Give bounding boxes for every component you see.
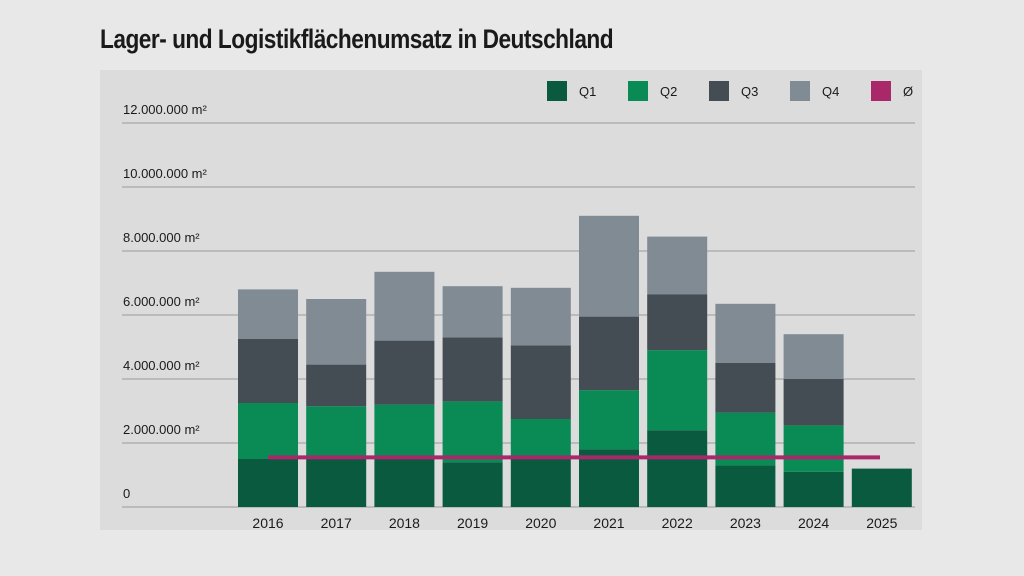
bar-segment-q3 xyxy=(715,363,776,413)
bar-segment-q3 xyxy=(510,345,571,419)
bar-segment-q4 xyxy=(306,299,367,365)
bar-segment-q4 xyxy=(783,334,844,379)
x-tick-label: 2020 xyxy=(525,515,556,530)
legend-swatch xyxy=(628,81,648,101)
bar-segment-q4 xyxy=(510,287,571,346)
x-tick-label: 2021 xyxy=(593,515,624,530)
x-tick-label: 2018 xyxy=(389,515,420,530)
y-tick-label: 10.000.000 m² xyxy=(123,166,208,181)
bar-segment-q4 xyxy=(238,289,298,339)
bar-segment-q1 xyxy=(238,459,298,507)
legend-label: Q2 xyxy=(660,84,677,99)
bar-segment-q2 xyxy=(783,425,844,472)
bar-segment-q1 xyxy=(374,455,435,507)
bar-segment-q4 xyxy=(579,215,639,317)
y-tick-label: 0 xyxy=(123,486,130,501)
legend-swatch xyxy=(547,81,567,101)
y-tick-label: 12.000.000 m² xyxy=(123,102,208,117)
bar-segment-q2 xyxy=(306,406,367,459)
bar-segment-q1 xyxy=(306,459,367,507)
bar-segment-q2 xyxy=(238,403,298,459)
x-tick-label: 2016 xyxy=(252,515,283,530)
y-tick-label: 4.000.000 m² xyxy=(123,358,200,373)
bar-segment-q1 xyxy=(851,468,912,507)
bar-segment-q2 xyxy=(510,419,571,459)
bar-segment-q3 xyxy=(783,379,844,426)
bar-segment-q3 xyxy=(374,340,435,405)
bar-segment-q2 xyxy=(579,390,639,450)
y-tick-label: 2.000.000 m² xyxy=(123,422,200,437)
bar-segment-q3 xyxy=(306,364,367,407)
bar-segment-q4 xyxy=(374,271,435,341)
stacked-bar-chart: 0 2.000.000 m² 4.000.000 m² 6.000.000 m² 8.0… xyxy=(122,81,915,530)
bar-segment-q2 xyxy=(374,404,435,456)
legend-label: Q4 xyxy=(822,84,839,99)
chart-title: Lager- und Logistikflächenumsatz in Deut… xyxy=(100,24,614,54)
legend-swatch xyxy=(871,81,891,101)
legend-label: Q1 xyxy=(579,84,596,99)
bar-segment-q4 xyxy=(442,286,503,338)
chart-panel: 0 2.000.000 m² 4.000.000 m² 6.000.000 m² 8.0… xyxy=(100,70,922,530)
bar-segment-q3 xyxy=(579,316,639,391)
x-tick-label: 2022 xyxy=(662,515,693,530)
bar-segment-q4 xyxy=(647,236,708,295)
bar-segment-q3 xyxy=(647,294,708,351)
x-tick-label: 2025 xyxy=(866,515,897,530)
bar-segment-q1 xyxy=(442,462,503,507)
x-tick-label: 2023 xyxy=(730,515,761,530)
bar-segment-q1 xyxy=(715,465,776,507)
bar-segment-q2 xyxy=(442,401,503,463)
x-tick-label: 2019 xyxy=(457,515,488,530)
bar-segment-q3 xyxy=(238,339,298,403)
bar-segment-q2 xyxy=(647,350,708,431)
bar-segment-q1 xyxy=(783,471,844,507)
bar-segment-q1 xyxy=(510,459,571,507)
legend-label: Q3 xyxy=(741,84,758,99)
legend-label: Ø xyxy=(903,84,913,99)
x-tick-label: 2024 xyxy=(798,515,829,530)
bar-segment-q4 xyxy=(715,303,776,363)
bar-segment-q3 xyxy=(442,337,503,402)
legend-swatch xyxy=(709,81,729,101)
bar-segment-q1 xyxy=(647,430,708,507)
y-tick-label: 6.000.000 m² xyxy=(123,294,200,309)
y-tick-label: 8.000.000 m² xyxy=(123,230,200,245)
legend-swatch xyxy=(790,81,810,101)
x-tick-label: 2017 xyxy=(321,515,352,530)
